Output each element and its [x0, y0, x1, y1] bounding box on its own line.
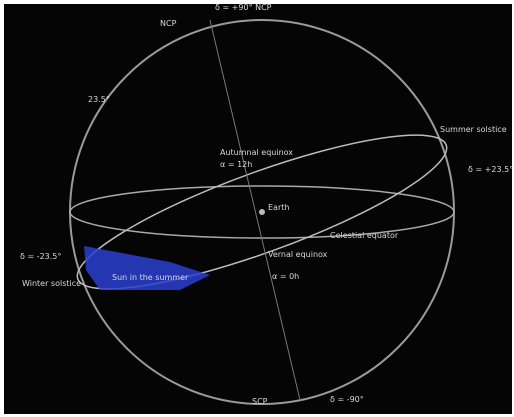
- background: [4, 4, 512, 414]
- label: Sun in the summer: [112, 273, 189, 282]
- label: δ = +90° NCP: [215, 3, 272, 12]
- label: Vernal equinox: [268, 250, 328, 259]
- ecliptic: [76, 134, 448, 290]
- label: 23.5°: [88, 95, 110, 104]
- label: NCP: [160, 19, 177, 28]
- label: Autumnal equinox: [220, 148, 293, 157]
- polar-axis: [209, 19, 301, 401]
- label: SCP: [252, 397, 268, 406]
- label: Summer solstice: [440, 125, 507, 134]
- earth: [259, 209, 265, 215]
- label: δ = -90°: [330, 395, 364, 404]
- label: α = 0h: [272, 272, 299, 281]
- label: δ = -23.5°: [20, 252, 61, 261]
- label: α = 12h: [220, 160, 252, 169]
- label: Winter solstice: [22, 279, 81, 288]
- label: Celestial equator: [330, 231, 399, 240]
- sun-region: [84, 246, 210, 290]
- label: Earth: [268, 203, 289, 212]
- label: δ = +23.5°: [468, 165, 513, 174]
